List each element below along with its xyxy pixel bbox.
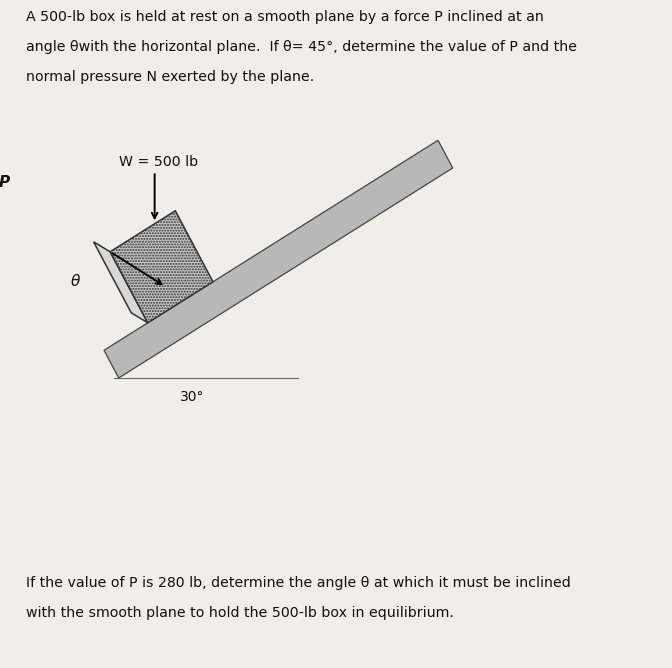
- Polygon shape: [104, 140, 453, 378]
- Polygon shape: [110, 211, 213, 323]
- Polygon shape: [93, 242, 148, 323]
- Text: W = 500 lb: W = 500 lb: [119, 155, 198, 169]
- Text: If the value of P is 280 lb, determine the angle θ at which it must be inclined: If the value of P is 280 lb, determine t…: [26, 576, 571, 590]
- Text: angle θwith the horizontal plane.  If θ= 45°, determine the value of P and the: angle θwith the horizontal plane. If θ= …: [26, 40, 577, 54]
- Text: A 500-lb box is held at rest on a smooth plane by a force P inclined at an: A 500-lb box is held at rest on a smooth…: [26, 10, 544, 24]
- Text: with the smooth plane to hold the 500-lb box in equilibrium.: with the smooth plane to hold the 500-lb…: [26, 606, 454, 620]
- Text: 30°: 30°: [180, 390, 204, 404]
- Text: θ: θ: [71, 275, 80, 289]
- Text: P: P: [0, 175, 9, 190]
- Text: normal pressure N exerted by the plane.: normal pressure N exerted by the plane.: [26, 70, 314, 84]
